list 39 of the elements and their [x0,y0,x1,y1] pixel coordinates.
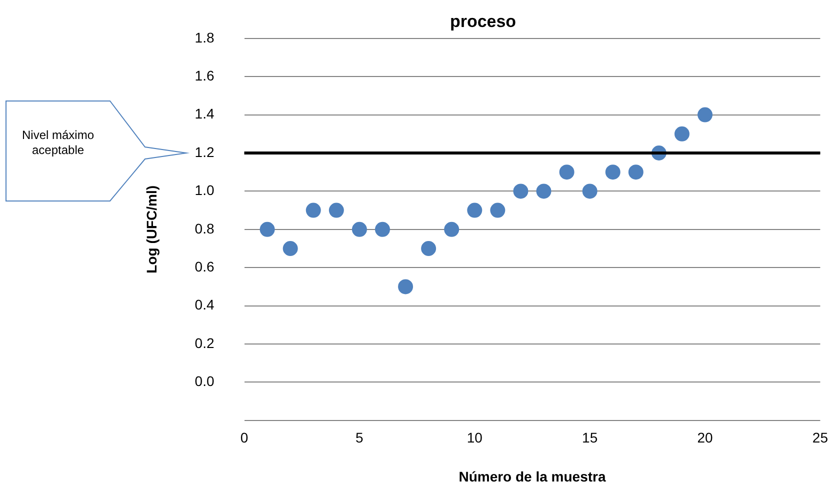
y-axis-title: Log (UFC/ml) [143,185,160,274]
y-tick-label: 1.0 [194,182,214,198]
point [328,202,344,218]
point [698,107,713,122]
point [421,241,436,256]
x-tick-label: 20 [697,430,714,446]
point [260,222,275,237]
point [444,222,460,237]
y-tick-label: 1.4 [194,106,214,122]
y-tick-label: 0.4 [194,296,214,313]
point [605,164,620,180]
y-tick-label: 1.2 [194,144,214,160]
point [467,202,482,218]
y-tick-label: 1.6 [194,67,214,84]
ref-line-label: Nivel máximo aceptable [22,128,94,157]
y-tick-label: 0.6 [194,258,214,274]
y-tick-label: 0.0 [194,373,214,390]
chart-title: proceso [450,12,516,31]
point [398,279,414,294]
point [559,164,574,180]
y-tick-label: 0.2 [194,334,214,351]
point [282,241,298,256]
point [490,202,506,218]
point [628,164,644,180]
x-tick-label: 0 [240,430,248,446]
point [374,222,390,237]
point [352,222,367,237]
x-tick-label: 15 [582,430,598,446]
point [306,202,321,218]
point [674,126,690,142]
point [582,184,598,199]
point [536,184,552,199]
x-axis-title: Número de la muestra [458,468,606,484]
y-tick-label: 0.8 [194,220,214,236]
point [513,184,528,199]
x-tick-label: 25 [812,430,828,446]
x-tick-label: 5 [356,430,364,446]
x-tick-label: 10 [466,430,483,446]
y-tick-label: 1.8 [194,29,214,46]
